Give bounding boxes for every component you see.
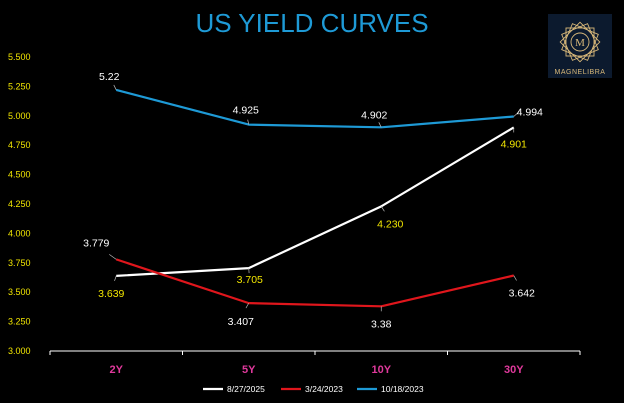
logo-star-icon [559,21,601,63]
data-label-series-0: 3.639 [98,288,124,300]
x-tick-label: 30Y [504,364,524,376]
legend-label-0: 8/27/2025 [227,384,265,394]
brand-logo: M MAGNELIBRA [548,14,612,78]
data-label-series-1: 3.642 [509,288,535,300]
y-tick-label: 5.000 [8,111,31,121]
data-label-leader [513,275,517,281]
data-label-series-1: 3.38 [371,318,392,330]
series-layer [115,88,515,308]
x-tick-label: 2Y [110,364,124,376]
data-label-series-2: 4.994 [517,107,543,119]
y-axis: 3.000 3.250 3.500 3.750 4.000 4.250 4.500 4.750… [8,52,31,356]
y-tick-label: 3.000 [8,346,31,356]
data-label-leader [113,84,117,91]
data-label-series-1: 3.407 [228,316,254,328]
series-line-2 [115,88,514,129]
data-label-leader [245,302,250,309]
chart-title: US YIELD CURVES [195,8,428,38]
y-tick-label: 4.750 [8,140,31,150]
data-label-leader [380,206,385,212]
x-tick-label: 10Y [371,364,391,376]
legend-label-1: 3/24/2023 [305,384,343,394]
data-label-series-2: 5.22 [99,71,120,83]
y-tick-label: 3.250 [8,317,31,327]
y-tick-label: 5.250 [8,81,31,91]
data-label-leader [247,119,250,125]
x-axis: 2Y 5Y 10Y 30Y [49,350,581,376]
data-labels-layer: 3.639 3.705 4.230 4.901 3.779 3.407 3.38 3.642 5… [83,71,543,330]
y-tick-label: 4.500 [8,170,31,180]
data-label-series-2: 4.902 [361,109,387,121]
data-label-series-0: 3.705 [237,274,263,286]
y-tick-label: 4.250 [8,199,31,209]
data-label-leader [114,275,117,281]
series-line-0 [116,126,515,277]
x-tick-label: 5Y [242,364,256,376]
y-tick-label: 3.500 [8,287,31,297]
legend-label-2: 10/18/2023 [381,384,424,394]
data-label-leader [378,122,382,128]
data-label-series-2: 4.925 [233,105,259,117]
legend: 8/27/2025 3/24/2023 10/18/2023 [203,384,424,394]
data-label-series-0: 4.230 [377,218,403,230]
series-line-1 [115,258,514,308]
data-label-series-1: 3.779 [83,237,109,249]
data-label-leader [109,254,117,260]
data-label-leader [513,111,520,117]
y-tick-label: 5.500 [8,52,31,62]
logo-brand-text: MAGNELIBRA [555,69,606,76]
logo-monogram: M [575,37,585,49]
logo-background [548,14,612,78]
y-tick-label: 4.000 [8,228,31,238]
y-tick-label: 3.750 [8,258,31,268]
data-label-series-0: 4.901 [501,138,527,150]
